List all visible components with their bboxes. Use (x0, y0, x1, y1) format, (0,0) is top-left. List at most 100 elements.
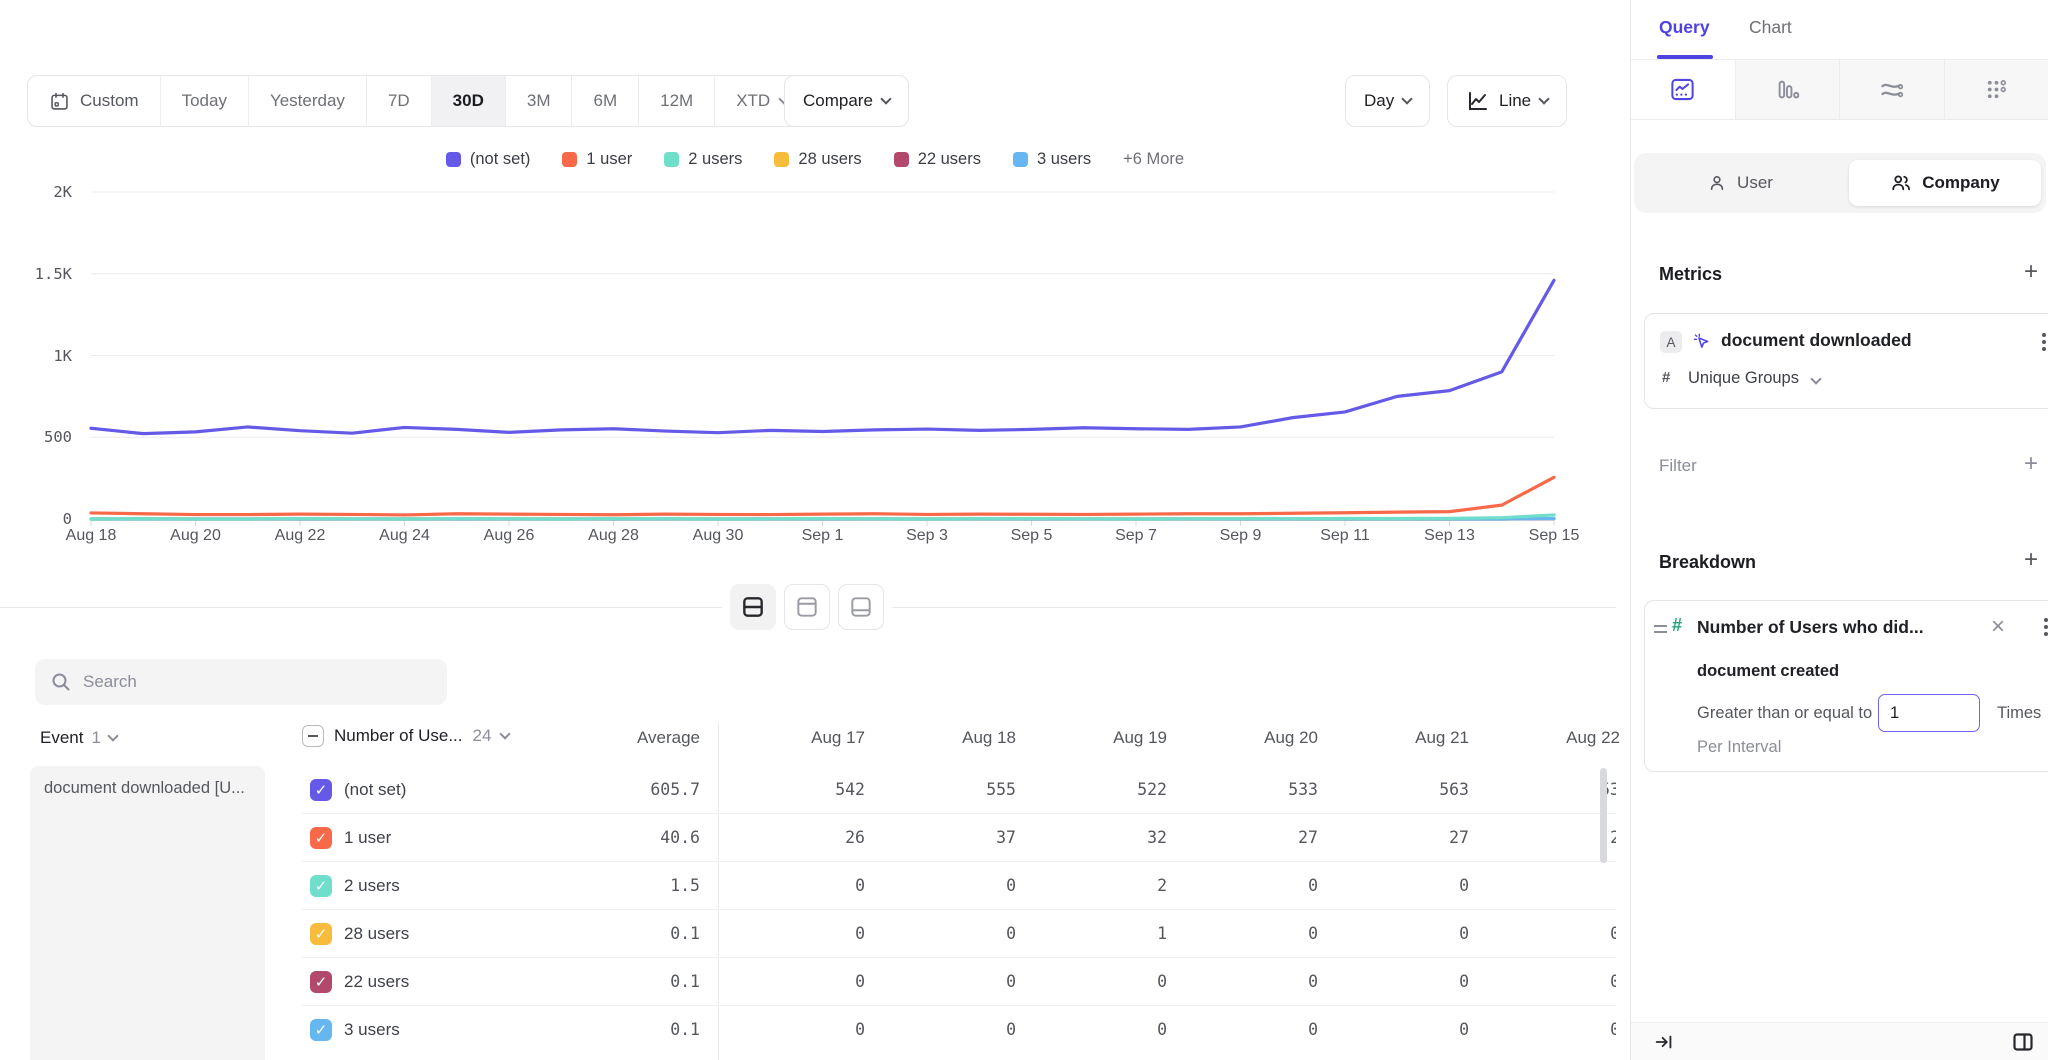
toggle-company[interactable]: Company (1849, 160, 2041, 206)
date-range-today[interactable]: Today (160, 76, 248, 126)
row-value: 0 (718, 958, 865, 1006)
legend-item[interactable]: 3 users (1013, 150, 1091, 169)
legend-swatch (664, 152, 679, 167)
panel-layout-icon[interactable] (2011, 1030, 2035, 1054)
metric-menu-icon[interactable] (2042, 340, 2046, 344)
date-range-yesterday[interactable]: Yesterday (248, 76, 366, 126)
row-value: 0 (1020, 1006, 1167, 1054)
active-tab-underline (1657, 55, 1713, 59)
interval-label: Day (1364, 91, 1394, 111)
close-icon[interactable]: × (1991, 613, 2005, 641)
date-range-6m[interactable]: 6M (571, 76, 638, 126)
metric-card[interactable]: A document downloaded # Unique Groups (1644, 313, 2048, 409)
date-column-header: Aug 22 (1473, 728, 1620, 748)
times-value-input[interactable] (1878, 694, 1980, 732)
chart-type-button[interactable]: Line (1447, 75, 1567, 127)
legend-item[interactable]: 2 users (664, 150, 742, 169)
select-all-checkbox[interactable] (302, 725, 324, 747)
metrics-heading: Metrics (1659, 264, 1722, 285)
legend-item[interactable]: 28 users (774, 150, 861, 169)
legend-item[interactable]: 22 users (894, 150, 981, 169)
date-column-header: Aug 18 (869, 728, 1016, 748)
flow-chart-tab[interactable] (1840, 60, 1945, 119)
add-breakdown-button[interactable]: + (2019, 546, 2043, 574)
event-column-header[interactable]: Event 1 (40, 728, 117, 748)
row-value: 0 (869, 958, 1016, 1006)
row-value: 522 (1020, 766, 1167, 814)
line-chart-icon (1466, 89, 1490, 113)
row-average: 0.1 (560, 958, 700, 1006)
date-range-12m[interactable]: 12M (638, 76, 714, 126)
line-chart-icon (1669, 76, 1696, 103)
row-value: 27 (1171, 814, 1318, 862)
collapse-panel-icon[interactable] (1653, 1031, 1675, 1053)
date-range-3m[interactable]: 3M (505, 76, 572, 126)
legend-item[interactable]: (not set) (446, 150, 531, 169)
table-row: ✓3 users0.1000000 (0, 1006, 1616, 1054)
search-input[interactable] (83, 672, 423, 692)
legend-more[interactable]: +6 More (1123, 150, 1184, 169)
row-checkbox[interactable]: ✓ (310, 1019, 332, 1041)
chart-only-view-button[interactable] (784, 584, 830, 630)
layout-toggle (722, 581, 892, 633)
chart-legend: (not set) 1 user 2 users 28 users 22 users 3 … (0, 150, 1630, 169)
tab-chart[interactable]: Chart (1749, 17, 1792, 38)
row-value: 0 (1322, 910, 1469, 958)
add-filter-button[interactable]: + (2019, 450, 2043, 478)
group-column-header[interactable]: Number of Use... 24 (302, 725, 509, 747)
row-value: 26 (718, 814, 865, 862)
line-chart-tab[interactable] (1631, 60, 1736, 119)
breakdown-menu-icon[interactable] (2044, 625, 2048, 629)
tab-query[interactable]: Query (1659, 17, 1710, 38)
date-range-label: XTD (736, 91, 770, 111)
aggregation-select[interactable]: Unique Groups (1688, 369, 1820, 388)
date-range-7d[interactable]: 7D (366, 76, 431, 126)
row-checkbox[interactable]: ✓ (310, 923, 332, 945)
legend-swatch (1013, 152, 1028, 167)
date-range-30d[interactable]: 30D (431, 76, 505, 126)
row-checkbox[interactable]: ✓ (310, 875, 332, 897)
search-box (35, 659, 447, 705)
date-range-label: 3M (527, 91, 551, 111)
table-scrollbar[interactable] (1600, 768, 1607, 863)
date-range-custom[interactable]: Custom (28, 76, 160, 126)
row-value: 27 (1322, 814, 1469, 862)
compare-label: Compare (803, 91, 873, 111)
chevron-down-icon (1538, 93, 1549, 104)
row-checkbox[interactable]: ✓ (310, 779, 332, 801)
legend-swatch (446, 152, 461, 167)
date-range-label: Today (182, 91, 227, 111)
row-average: 0.1 (560, 910, 700, 958)
drag-handle[interactable] (1654, 625, 1667, 637)
interval-button[interactable]: Day (1345, 75, 1430, 127)
chevron-down-icon (1810, 373, 1821, 384)
top-panel-icon (794, 594, 820, 620)
series-line-1-user[interactable] (91, 477, 1554, 515)
row-average: 40.6 (560, 814, 700, 862)
bar-chart-icon (1774, 76, 1801, 103)
legend-item[interactable]: 1 user (562, 150, 632, 169)
row-checkbox[interactable]: ✓ (310, 971, 332, 993)
compare-button[interactable]: Compare (784, 75, 909, 127)
add-metric-button[interactable]: + (2019, 258, 2043, 286)
bar-chart-tab[interactable] (1736, 60, 1841, 119)
breakdown-card[interactable]: # Number of Users who did... × document … (1644, 600, 2048, 772)
row-average: 605.7 (560, 766, 700, 814)
row-value: 542 (718, 766, 865, 814)
legend-label: (not set) (470, 150, 531, 169)
toggle-user[interactable]: User (1634, 153, 1846, 213)
row-checkbox[interactable]: ✓ (310, 827, 332, 849)
table-header: Event 1 Number of Use... 24 Average Aug … (0, 722, 1616, 762)
toggle-company-label: Company (1922, 173, 1999, 193)
row-value: 0 (1171, 862, 1318, 910)
line-chart[interactable] (0, 172, 1630, 544)
legend-label: 2 users (688, 150, 742, 169)
series-line--not-set-[interactable] (91, 280, 1554, 433)
per-interval-label: Per Interval (1697, 738, 1781, 757)
event-header-label: Event (40, 728, 83, 748)
more-chart-types-tab[interactable] (1945, 60, 2048, 119)
split-view-button[interactable] (730, 584, 776, 630)
table-only-view-button[interactable] (838, 584, 884, 630)
bottom-panel-icon (848, 594, 874, 620)
table-body: ✓(not set)605.754255552253356353✓1 user4… (0, 766, 1616, 1060)
